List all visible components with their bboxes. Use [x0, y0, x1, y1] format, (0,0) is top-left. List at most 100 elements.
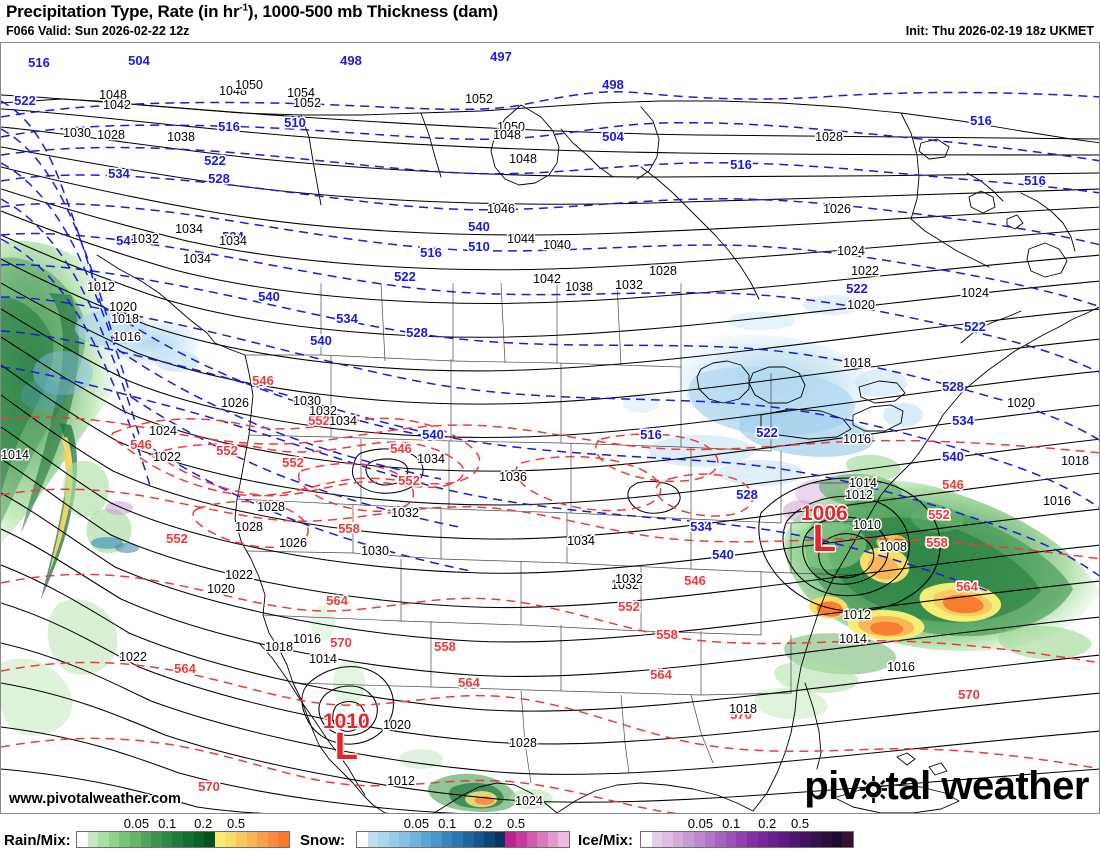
- legend-ice-mix: Ice/Mix: 0.05 0.1 0.2 0.5: [578, 814, 878, 850]
- svg-text:516: 516: [970, 113, 992, 128]
- svg-text:1014: 1014: [1, 448, 29, 462]
- legend-swatch: [151, 832, 162, 847]
- svg-text:558: 558: [338, 521, 360, 536]
- legend-swatch: [452, 832, 463, 847]
- svg-text:1016: 1016: [843, 432, 871, 446]
- legend-swatch: [161, 832, 173, 847]
- svg-text:540: 540: [942, 449, 964, 464]
- legend-swatch: [193, 832, 205, 847]
- svg-text:1016: 1016: [113, 330, 141, 344]
- svg-text:522: 522: [14, 93, 36, 108]
- legend-swatch: [420, 832, 432, 847]
- legend-swatch: [431, 832, 442, 847]
- svg-text:1016: 1016: [887, 660, 915, 674]
- title-tail: ), 1000-500 mb Thickness (dam): [247, 2, 498, 21]
- legend-swatch: [757, 832, 769, 847]
- svg-text:516: 516: [28, 55, 50, 70]
- legend-swatch: [537, 832, 548, 847]
- svg-text:540: 540: [258, 289, 280, 304]
- low-pressure-value: 1006: [801, 502, 848, 525]
- svg-text:1052: 1052: [293, 96, 321, 110]
- legend-swatch: [267, 832, 279, 847]
- svg-text:528: 528: [942, 379, 964, 394]
- svg-text:1012: 1012: [845, 488, 873, 502]
- svg-text:1022: 1022: [119, 650, 147, 664]
- svg-text:540: 540: [116, 233, 138, 248]
- legend-swatch: [204, 832, 215, 847]
- svg-text:1028: 1028: [235, 520, 263, 534]
- svg-text:552: 552: [618, 599, 640, 614]
- legend-swatch: [558, 832, 569, 847]
- legend-swatch: [441, 832, 453, 847]
- svg-text:534: 534: [108, 166, 130, 181]
- svg-text:546: 546: [942, 477, 964, 492]
- legend-tick-label: 0.05: [123, 816, 150, 831]
- svg-text:1022: 1022: [851, 264, 879, 278]
- svg-text:1008: 1008: [879, 540, 907, 554]
- legend-swatch: [799, 832, 811, 847]
- svg-text:516: 516: [730, 157, 752, 172]
- svg-text:564: 564: [326, 593, 348, 608]
- legend-swatch: [526, 832, 538, 847]
- legend-swatch: [515, 832, 527, 847]
- legend-swatch: [388, 832, 400, 847]
- svg-text:1048: 1048: [493, 128, 521, 142]
- legend-swatch: [547, 832, 559, 847]
- svg-text:540: 540: [468, 219, 490, 234]
- svg-text:1020: 1020: [109, 300, 137, 314]
- svg-text:1028: 1028: [649, 264, 677, 278]
- legend-swatch: [399, 832, 410, 847]
- legend-tick-label: 0.2: [194, 816, 213, 831]
- svg-text:1024: 1024: [149, 424, 177, 438]
- isobar-labels: 1048 1042 1048 1050 1054 1052 1052 1050 …: [1, 77, 1090, 810]
- svg-text:1014: 1014: [839, 632, 867, 646]
- legend-swatch: [831, 832, 843, 847]
- precip-rain-pacific: [1, 240, 134, 736]
- legend-swatch: [77, 832, 88, 847]
- legend-swatch: [246, 832, 258, 847]
- legend-swatch: [505, 832, 516, 847]
- svg-text:1028: 1028: [509, 736, 537, 750]
- svg-text:516: 516: [218, 119, 240, 134]
- svg-text:570: 570: [730, 707, 752, 722]
- legend-swatch: [672, 832, 684, 847]
- svg-text:1032: 1032: [131, 232, 159, 246]
- map-canvas[interactable]: 516 504 498 497 498 522 516 510 504 516 …: [0, 42, 1100, 814]
- watermark-text-left: piv: [804, 764, 861, 808]
- legend-swatch: [462, 832, 474, 847]
- svg-text:1054: 1054: [287, 86, 315, 100]
- svg-text:1032: 1032: [611, 578, 639, 592]
- legend-swatch: [182, 832, 194, 847]
- legend-snow-label: Snow:: [300, 832, 345, 849]
- legend-swatch: [746, 832, 758, 847]
- legend-swatch: [662, 832, 673, 847]
- legend-swatch: [108, 832, 120, 847]
- svg-text:510: 510: [284, 115, 306, 130]
- legend-tick-label: 0.2: [758, 816, 777, 831]
- legend-tick-label: 0.05: [403, 816, 430, 831]
- svg-text:558: 558: [434, 639, 456, 654]
- legend-swatch: [257, 832, 268, 847]
- svg-text:522: 522: [204, 153, 226, 168]
- site-url-label: www.pivotalweather.com: [9, 791, 181, 807]
- svg-text:564: 564: [458, 675, 480, 690]
- legend-swatch: [810, 832, 822, 847]
- precip-snow-great-lakes: [623, 295, 923, 486]
- legend-tick-label: 0.1: [158, 816, 177, 831]
- legend-swatch: [140, 832, 152, 847]
- svg-text:540: 540: [310, 333, 332, 348]
- legend-swatch: [87, 832, 99, 847]
- svg-text:546: 546: [252, 373, 274, 388]
- legend-rain-mix: Rain/Mix: 0.05 0.1 0.2 0.5: [4, 814, 294, 850]
- svg-text:522: 522: [394, 269, 416, 284]
- svg-text:504: 504: [128, 53, 150, 68]
- svg-text:1042: 1042: [103, 98, 131, 112]
- svg-text:1012: 1012: [387, 774, 415, 788]
- legend-swatch: [842, 832, 853, 847]
- legend-swatch: [789, 832, 800, 847]
- legend-tick-label: 0.5: [791, 816, 810, 831]
- svg-text:1034: 1034: [175, 222, 203, 236]
- svg-text:1032: 1032: [615, 572, 643, 586]
- svg-text:564: 564: [956, 579, 978, 594]
- svg-text:1018: 1018: [843, 356, 871, 370]
